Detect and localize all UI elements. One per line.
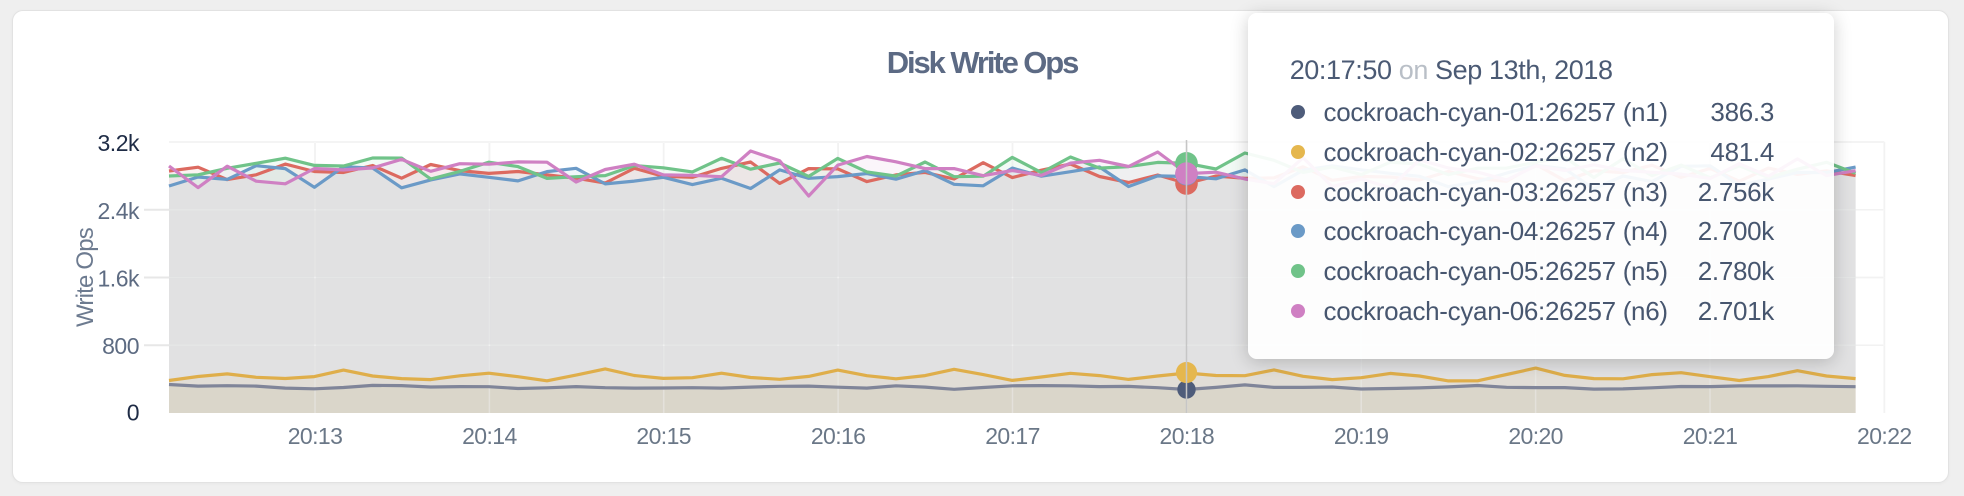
- svg-text:Write Ops: Write Ops: [72, 227, 99, 327]
- svg-text:20:18: 20:18: [1160, 423, 1215, 449]
- svg-text:20:13: 20:13: [288, 423, 343, 449]
- svg-text:20:15: 20:15: [636, 423, 691, 449]
- svg-text:20:20: 20:20: [1508, 423, 1563, 449]
- svg-text:20:14: 20:14: [462, 423, 517, 449]
- svg-text:20:17: 20:17: [985, 423, 1040, 449]
- svg-text:0: 0: [127, 400, 139, 426]
- svg-text:1.6k: 1.6k: [98, 266, 140, 292]
- svg-text:20:22: 20:22: [1857, 423, 1912, 449]
- svg-text:20:19: 20:19: [1334, 423, 1389, 449]
- svg-text:20:16: 20:16: [811, 423, 866, 449]
- svg-text:2.4k: 2.4k: [98, 198, 140, 224]
- svg-text:3.2k: 3.2k: [98, 130, 140, 156]
- svg-text:800: 800: [102, 333, 139, 359]
- svg-text:20:21: 20:21: [1683, 423, 1738, 449]
